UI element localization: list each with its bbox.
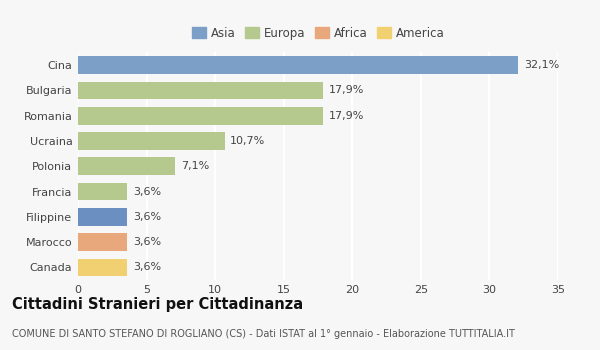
Text: 17,9%: 17,9% [329, 85, 364, 96]
Text: 17,9%: 17,9% [329, 111, 364, 121]
Bar [78, 107, 323, 125]
Bar [78, 183, 127, 200]
Bar [78, 82, 323, 99]
Bar [78, 56, 518, 74]
Text: 3,6%: 3,6% [133, 187, 161, 197]
Text: 10,7%: 10,7% [230, 136, 265, 146]
Bar [78, 208, 127, 226]
Text: COMUNE DI SANTO STEFANO DI ROGLIANO (CS) - Dati ISTAT al 1° gennaio - Elaborazio: COMUNE DI SANTO STEFANO DI ROGLIANO (CS)… [12, 329, 515, 339]
Legend: Asia, Europa, Africa, America: Asia, Europa, Africa, America [190, 25, 446, 42]
Text: 3,6%: 3,6% [133, 237, 161, 247]
Bar [78, 158, 175, 175]
Bar [78, 259, 127, 276]
Bar [78, 233, 127, 251]
Text: 32,1%: 32,1% [524, 60, 559, 70]
Text: 3,6%: 3,6% [133, 212, 161, 222]
Bar [78, 132, 225, 150]
Text: 7,1%: 7,1% [181, 161, 209, 171]
Text: 3,6%: 3,6% [133, 262, 161, 272]
Text: Cittadini Stranieri per Cittadinanza: Cittadini Stranieri per Cittadinanza [12, 298, 303, 313]
